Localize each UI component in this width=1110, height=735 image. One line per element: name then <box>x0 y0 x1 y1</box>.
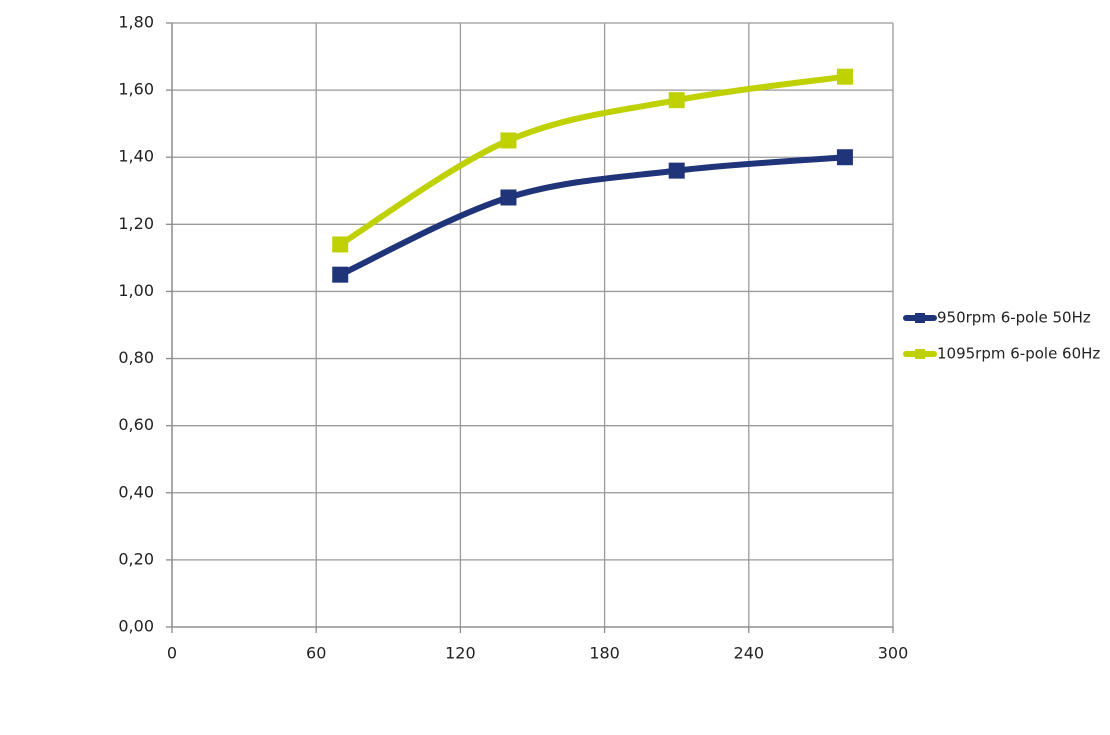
marker <box>668 92 685 109</box>
x-tick-label: 0 <box>167 644 177 663</box>
y-tick-label: 0,00 <box>118 617 154 636</box>
x-tick-label: 120 <box>445 644 476 663</box>
y-tick-label: 0,20 <box>118 549 154 568</box>
marker <box>500 132 517 149</box>
marker <box>332 236 349 253</box>
y-tick-label: 1,80 <box>118 13 154 32</box>
legend-marker <box>915 349 925 359</box>
marker <box>836 68 853 85</box>
y-tick-label: 0,60 <box>118 415 154 434</box>
y-tick-label: 1,60 <box>118 80 154 99</box>
legend-marker <box>915 313 925 323</box>
marker <box>836 149 853 166</box>
marker <box>332 266 349 283</box>
x-tick-label: 300 <box>878 644 909 663</box>
x-tick-label: 180 <box>589 644 620 663</box>
y-tick-label: 0,40 <box>118 482 154 501</box>
marker <box>500 189 517 206</box>
y-tick-label: 1,00 <box>118 281 154 300</box>
legend-label: 1095rpm 6-pole 60Hz <box>937 345 1100 363</box>
y-tick-label: 1,40 <box>118 147 154 166</box>
legend-label: 950rpm 6-pole 50Hz <box>937 309 1091 327</box>
series-line <box>338 73 846 248</box>
marker <box>668 162 685 179</box>
y-tick-label: 0,80 <box>118 348 154 367</box>
x-tick-label: 60 <box>306 644 326 663</box>
y-tick-label: 1,20 <box>118 214 154 233</box>
x-tick-label: 240 <box>734 644 765 663</box>
series-line <box>338 154 846 278</box>
